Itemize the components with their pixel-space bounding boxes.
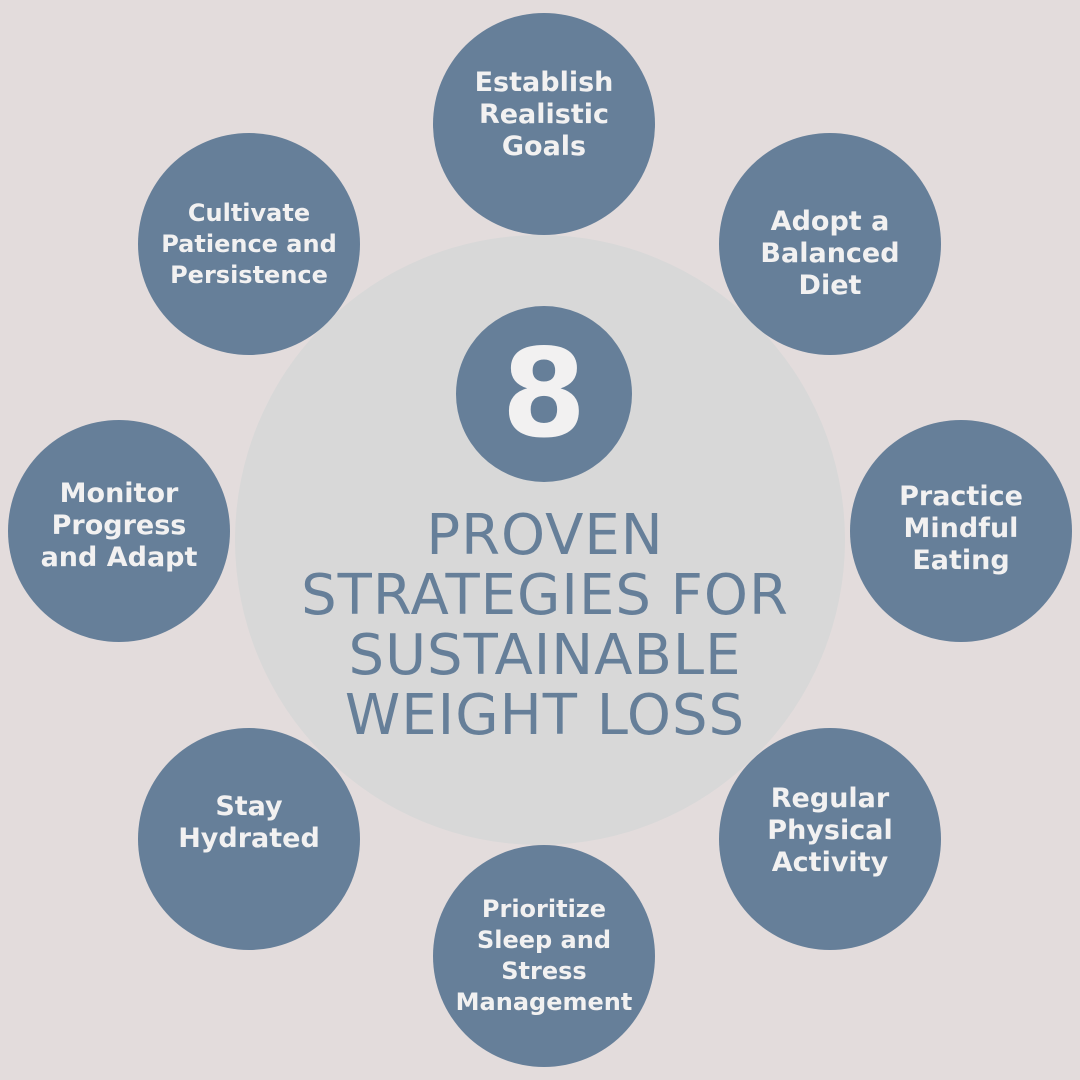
strategy-label: Cultivate Patience and Persistence <box>161 198 337 289</box>
strategy-label: Stay Hydrated <box>178 791 320 854</box>
headline-line-1: PROVEN <box>426 503 664 568</box>
strategy-label: Practice Mindful Eating <box>899 481 1023 576</box>
strategy-label: Establish Realistic Goals <box>474 67 614 162</box>
strategy-realistic-goals: Establish Realistic Goals <box>433 13 655 235</box>
strategy-stay-hydrated: Stay Hydrated <box>138 728 360 950</box>
strategy-label: Regular Physical Activity <box>767 783 893 878</box>
strategy-balanced-diet: Adopt a Balanced Diet <box>719 133 941 355</box>
strategy-monitor-progress: Monitor Progress and Adapt <box>8 420 230 642</box>
strategy-physical-activity: Regular Physical Activity <box>719 728 941 950</box>
number-badge: 8 <box>456 306 632 482</box>
headline: PROVEN STRATEGIES FOR SUSTAINABLE WEIGHT… <box>260 506 830 746</box>
strategy-mindful-eating: Practice Mindful Eating <box>850 420 1072 642</box>
strategy-label: Prioritize Sleep and Stress Management <box>455 895 633 1016</box>
strategy-patience-persistence: Cultivate Patience and Persistence <box>138 133 360 355</box>
strategy-label: Monitor Progress and Adapt <box>40 478 198 573</box>
strategy-label: Adopt a Balanced Diet <box>760 206 900 301</box>
headline-line-4: WEIGHT LOSS <box>344 683 746 748</box>
headline-line-2: STRATEGIES FOR <box>301 563 789 628</box>
headline-line-3: SUSTAINABLE <box>348 623 742 688</box>
number-value: 8 <box>501 323 587 465</box>
strategy-sleep-stress: Prioritize Sleep and Stress Management <box>433 845 655 1067</box>
